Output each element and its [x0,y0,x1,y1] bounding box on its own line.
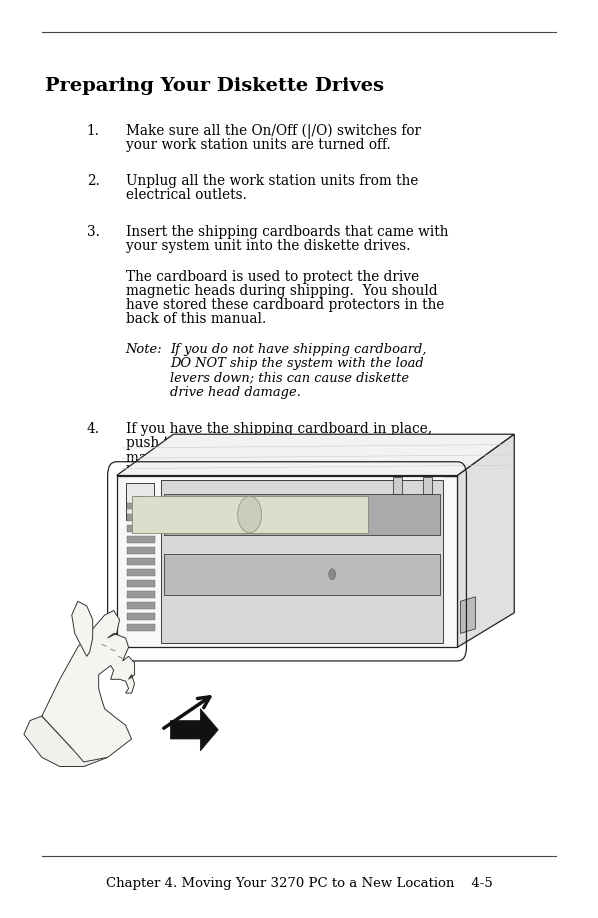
Text: Insert the shipping cardboards that came with: Insert the shipping cardboards that came… [126,225,448,239]
Polygon shape [457,434,514,647]
Text: DO NOT ship the system with the load: DO NOT ship the system with the load [170,357,424,370]
Polygon shape [127,547,155,554]
Text: Preparing Your Diskette Drives: Preparing Your Diskette Drives [45,77,384,95]
Polygon shape [127,514,155,521]
Text: 2.: 2. [87,174,100,188]
Text: magnetic heads during shipping.  You should: magnetic heads during shipping. You shou… [126,284,437,298]
Polygon shape [127,613,155,620]
Text: drive head damage.: drive head damage. [170,386,301,398]
Polygon shape [117,476,457,647]
Polygon shape [393,477,402,494]
Polygon shape [72,601,93,656]
Polygon shape [127,602,155,609]
Text: Note:: Note: [126,343,162,356]
Text: Unplug all the work station units from the: Unplug all the work station units from t… [126,174,418,188]
Polygon shape [127,569,155,576]
Text: Chapter 4. Moving Your 3270 PC to a New Location    4-5: Chapter 4. Moving Your 3270 PC to a New … [106,877,492,890]
Text: 3.: 3. [87,225,100,239]
Text: lever to hold it in place.: lever to hold it in place. [126,465,291,479]
Text: Make sure all the On/Off (|/O) switches for: Make sure all the On/Off (|/O) switches … [126,124,420,140]
Text: If you have the shipping cardboard in place,: If you have the shipping cardboard in pl… [126,422,432,436]
Circle shape [237,496,262,532]
Text: your system unit into the diskette drives.: your system unit into the diskette drive… [126,239,410,253]
Text: IBM: IBM [134,496,145,501]
Text: masking tape (or equivalent tape) over the: masking tape (or equivalent tape) over t… [126,451,422,465]
Polygon shape [127,536,155,543]
Polygon shape [161,480,443,643]
Text: push the load levers down and put a strip of: push the load levers down and put a stri… [126,436,431,451]
Polygon shape [423,477,432,494]
Polygon shape [24,716,108,767]
Text: 4.: 4. [87,422,100,436]
Text: electrical outlets.: electrical outlets. [126,188,246,203]
Polygon shape [127,624,155,631]
Polygon shape [164,554,440,595]
Text: 1.: 1. [87,124,100,138]
Polygon shape [127,591,155,598]
Polygon shape [127,503,155,509]
Polygon shape [132,496,368,533]
Polygon shape [117,434,514,476]
Polygon shape [170,709,218,751]
Circle shape [329,569,336,580]
Text: manualarchive.com: manualarchive.com [312,481,501,602]
Text: If you do not have shipping cardboard,: If you do not have shipping cardboard, [170,343,427,356]
Polygon shape [127,525,155,532]
Text: your work station units are turned off.: your work station units are turned off. [126,138,390,152]
Text: have stored these cardboard protectors in the: have stored these cardboard protectors i… [126,298,444,312]
Polygon shape [460,597,475,633]
Polygon shape [127,580,155,587]
Polygon shape [42,610,135,762]
Polygon shape [126,483,154,520]
Polygon shape [164,494,440,535]
Polygon shape [127,558,155,565]
Text: back of this manual.: back of this manual. [126,312,266,327]
Text: levers down; this can cause diskette: levers down; this can cause diskette [170,372,410,385]
Text: The cardboard is used to protect the drive: The cardboard is used to protect the dri… [126,270,419,284]
